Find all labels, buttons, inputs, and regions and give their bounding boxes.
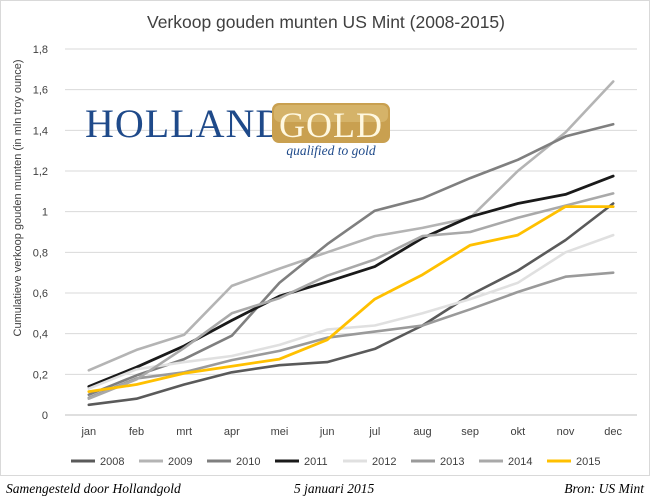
- x-tick-label: aug: [413, 426, 431, 438]
- footer-credit: Samengesteld door Hollandgold: [6, 481, 181, 496]
- y-tick-label: 1,2: [33, 166, 48, 178]
- legend-label: 2009: [168, 456, 192, 468]
- y-axis-ticks: 0 0,2 0,4 0,6 0,8 1 1,2 1,4 1,6 1,8: [33, 44, 48, 422]
- x-tick-label: dec: [604, 426, 622, 438]
- y-tick-label: 1,8: [33, 44, 48, 56]
- x-tick-label: mrt: [176, 426, 192, 438]
- footer: Samengesteld door Hollandgold 5 januari …: [0, 476, 652, 501]
- x-tick-label: apr: [224, 426, 240, 438]
- x-tick-label: sep: [461, 426, 479, 438]
- x-tick-label: nov: [557, 426, 575, 438]
- x-tick-label: jul: [368, 426, 380, 438]
- y-tick-label: 0,8: [33, 247, 48, 259]
- series-line-2011: [87, 174, 615, 388]
- series-line-2012: [87, 233, 615, 390]
- footer-date: 5 januari 2015: [294, 481, 375, 496]
- logo-gold-plaque-highlight: [274, 105, 388, 122]
- logo-gold-text: GOLD: [279, 105, 383, 145]
- footer-source: Bron: US Mint: [564, 481, 644, 496]
- hollandgold-logo: HOLLAND GOLD qualified to gold: [85, 101, 390, 158]
- series-line-2008: [87, 202, 615, 407]
- chart-area: Verkoop gouden munten US Mint (2008-2015…: [0, 0, 650, 476]
- y-tick-label: 0,6: [33, 288, 48, 300]
- x-tick-label: jun: [319, 426, 335, 438]
- logo-tagline: qualified to gold: [286, 143, 375, 158]
- x-axis-ticks: jan feb mrt apr mei jun jul aug sep okt nov dec: [80, 426, 622, 438]
- series-line-2015: [87, 205, 615, 394]
- series-line-2013: [87, 271, 615, 400]
- legend-label: 2011: [304, 456, 328, 468]
- y-tick-label: 0,2: [33, 369, 48, 381]
- y-axis-label: Cumulatieve verkoop gouden munten (in ml…: [12, 60, 24, 337]
- series-lines: [87, 80, 615, 407]
- legend: 2008 2009 2010 2011 2012 2013 2014 2015: [71, 456, 600, 468]
- logo-holland-text: HOLLAND: [85, 101, 285, 146]
- y-tick-label: 0: [42, 410, 48, 422]
- x-tick-label: okt: [510, 426, 525, 438]
- legend-label: 2015: [576, 456, 600, 468]
- legend-label: 2013: [440, 456, 464, 468]
- chart-title: Verkoop gouden munten US Mint (2008-2015…: [147, 12, 505, 32]
- series-line-2010: [87, 122, 615, 397]
- x-tick-label: mei: [271, 426, 289, 438]
- y-tick-label: 0,4: [33, 329, 48, 341]
- legend-label: 2014: [508, 456, 532, 468]
- legend-label: 2010: [236, 456, 260, 468]
- x-tick-label: jan: [80, 426, 96, 438]
- series-line-2009: [87, 80, 615, 372]
- line-chart: Verkoop gouden munten US Mint (2008-2015…: [12, 12, 637, 468]
- legend-label: 2008: [100, 456, 124, 468]
- legend-label: 2012: [372, 456, 396, 468]
- y-tick-label: 1: [42, 207, 48, 219]
- x-tick-label: feb: [129, 426, 144, 438]
- series-line-2014: [87, 192, 615, 401]
- y-tick-label: 1,6: [33, 85, 48, 97]
- y-tick-label: 1,4: [33, 125, 48, 137]
